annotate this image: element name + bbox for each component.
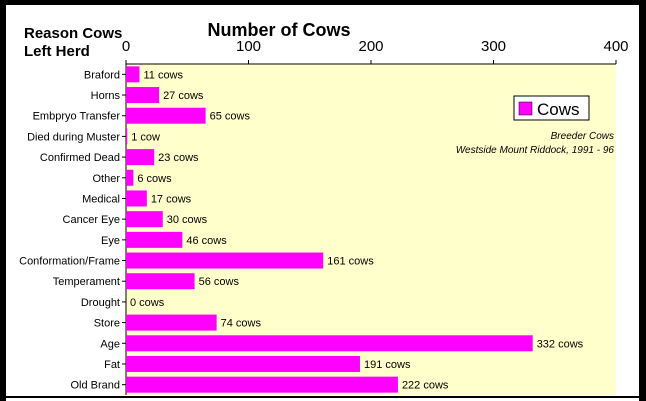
- bar: [126, 190, 147, 207]
- data-label: 27 cows: [163, 90, 204, 102]
- data-label: 17 cows: [151, 193, 192, 205]
- category-axis-title-line1: Reason Cows: [24, 25, 122, 42]
- x-tick-label: 300: [481, 38, 506, 55]
- bar: [126, 252, 324, 269]
- bar: [126, 314, 217, 331]
- bar: [126, 335, 533, 352]
- data-label: 222 cows: [402, 380, 449, 392]
- category-label: Conformation/Frame: [19, 256, 120, 268]
- data-label: 46 cows: [186, 235, 227, 247]
- legend-label: Cows: [537, 100, 580, 119]
- data-label: 332 cows: [537, 338, 584, 350]
- data-label: 161 cows: [327, 256, 374, 268]
- data-label: 56 cows: [199, 276, 240, 288]
- frame-top: [0, 0, 646, 5]
- category-label: Confirmed Dead: [40, 152, 120, 164]
- bar: [126, 149, 155, 166]
- category-label: Store: [94, 318, 120, 330]
- x-tick-label: 400: [603, 38, 628, 55]
- category-axis-title: Reason Cows Left Herd: [24, 25, 122, 60]
- frame-left: [0, 0, 6, 401]
- x-tick-label: 100: [236, 38, 261, 55]
- data-label: 30 cows: [167, 214, 208, 226]
- category-axis-title-line2: Left Herd: [24, 43, 90, 60]
- category-label: Old Brand: [70, 380, 120, 392]
- category-label: Braford: [84, 69, 120, 81]
- frame-right: [639, 0, 646, 401]
- chart-title: Number of Cows: [207, 20, 350, 40]
- category-label: Embpryo Transfer: [33, 111, 121, 123]
- category-label: Drought: [81, 297, 120, 309]
- x-tick-label: 200: [358, 38, 383, 55]
- legend-swatch: [518, 101, 533, 116]
- bar: [126, 66, 140, 83]
- category-label: Age: [100, 338, 120, 350]
- category-label: Horns: [91, 90, 121, 102]
- frame-bottom: [0, 396, 646, 398]
- data-label: 1 cow: [131, 131, 160, 143]
- bar: [126, 376, 398, 393]
- data-label: 0 cows: [130, 297, 165, 309]
- category-label: Cancer Eye: [63, 214, 120, 226]
- category-label: Other: [92, 173, 120, 185]
- data-label: 11 cows: [143, 69, 183, 81]
- category-label: Medical: [82, 193, 120, 205]
- bar: [126, 107, 206, 124]
- data-label: 191 cows: [364, 359, 411, 371]
- bar: [126, 355, 360, 372]
- annotation-line1: Breeder Cows: [551, 131, 614, 142]
- x-tick-label: 0: [122, 38, 130, 55]
- category-label: Temperament: [53, 276, 120, 288]
- data-label: 6 cows: [137, 173, 172, 185]
- data-label: 23 cows: [158, 152, 199, 164]
- category-label: Eye: [101, 235, 120, 247]
- category-label: Died during Muster: [27, 131, 120, 143]
- bar: [126, 128, 128, 145]
- bar: [126, 87, 160, 104]
- bar: [126, 211, 163, 228]
- annotation-line2: Westside Mount Riddock, 1991 - 96: [456, 145, 615, 156]
- data-label: 74 cows: [221, 318, 262, 330]
- bar: [126, 231, 183, 248]
- bar: [126, 169, 134, 186]
- bar: [126, 273, 195, 290]
- category-label: Fat: [104, 359, 120, 371]
- data-label: 65 cows: [210, 111, 251, 123]
